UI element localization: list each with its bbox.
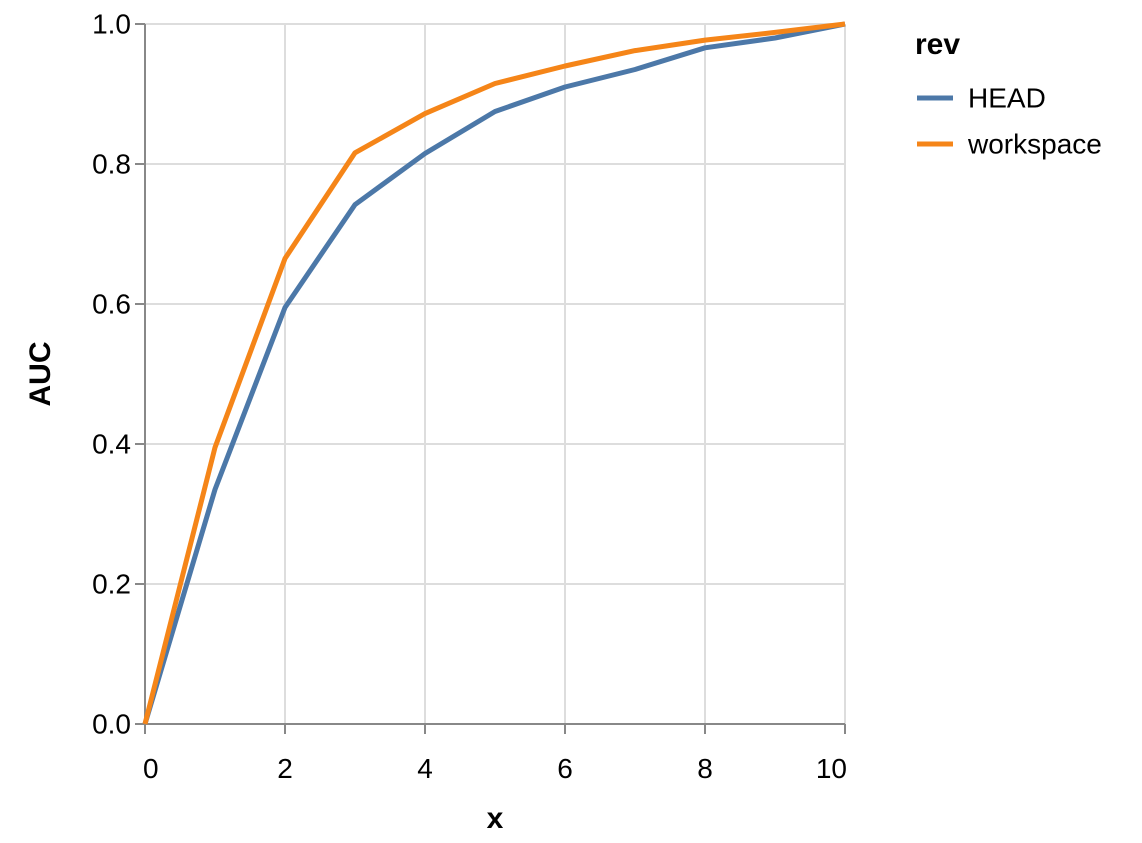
legend-title: rev bbox=[915, 28, 960, 61]
y-tick-label-3: 0.6 bbox=[92, 289, 131, 320]
grid bbox=[144, 23, 846, 725]
legend-items: HEAD workspace bbox=[917, 83, 1102, 160]
y-tick-label-5: 1.0 bbox=[92, 9, 131, 40]
legend: rev HEAD workspace bbox=[915, 28, 1102, 160]
y-tick-label-1: 0.2 bbox=[92, 569, 131, 600]
legend-label-head: HEAD bbox=[968, 83, 1046, 114]
x-tick-label-2: 4 bbox=[417, 753, 433, 784]
y-tick-label-4: 0.8 bbox=[92, 149, 131, 180]
x-tick-label-1: 2 bbox=[277, 753, 293, 784]
series-lines bbox=[142, 21, 846, 725]
y-tick-label-0: 0.0 bbox=[92, 709, 131, 740]
x-tick-label-3: 6 bbox=[557, 753, 573, 784]
x-axis-title: x bbox=[487, 802, 504, 835]
y-axis-title: AUC bbox=[24, 342, 57, 407]
x-tick-label-5: 10 bbox=[816, 753, 847, 784]
x-tick-label-4: 8 bbox=[697, 753, 713, 784]
axes bbox=[135, 23, 846, 734]
series-line-workspace bbox=[142, 21, 846, 725]
x-tick-label-0: 0 bbox=[143, 753, 159, 784]
series-line-head bbox=[142, 21, 846, 725]
y-tick-label-2: 0.4 bbox=[92, 429, 131, 460]
tick-labels: 0 2 4 6 8 10 0.0 0.2 0.4 0.6 0.8 1.0 bbox=[92, 9, 847, 785]
legend-label-workspace: workspace bbox=[967, 129, 1102, 160]
